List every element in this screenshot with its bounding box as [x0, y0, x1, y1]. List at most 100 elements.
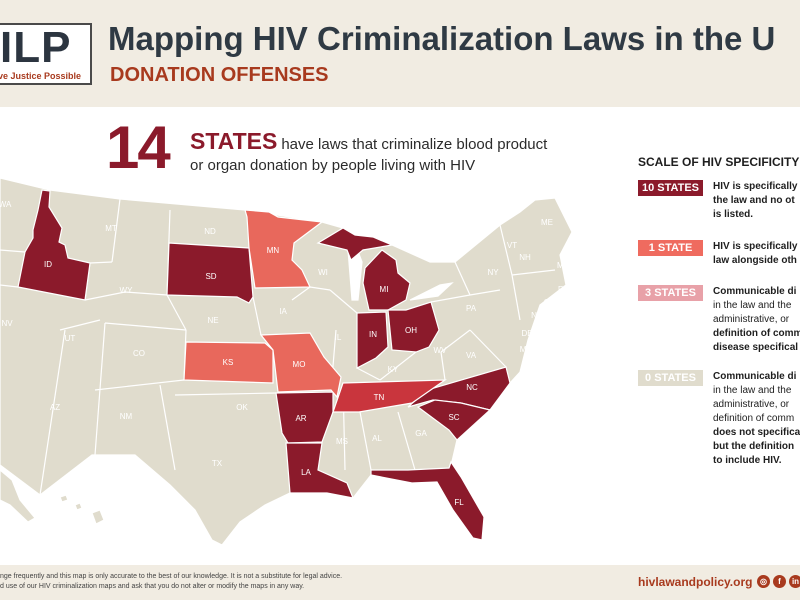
- state-label: GA: [415, 429, 427, 438]
- state-label: IA: [279, 307, 287, 316]
- state-border: [309, 286, 331, 291]
- state-label: IL: [335, 333, 342, 342]
- state-label: AZ: [50, 403, 60, 412]
- state-border: [111, 198, 121, 263]
- state-oh: [387, 301, 440, 353]
- hlp-logo[interactable]: ILP ve Justice Possible: [0, 23, 92, 85]
- legend-description: does not specifica: [713, 427, 800, 438]
- state-border: [104, 322, 187, 331]
- legend-description: HIV is specifically: [713, 181, 798, 192]
- legend-description: administrative, or: [713, 399, 790, 410]
- footer: nge frequently and this map is only accu…: [0, 565, 800, 600]
- state-label: CO: [133, 349, 145, 358]
- state-label: NC: [466, 383, 478, 392]
- headline-line-2: or organ donation by people living with …: [190, 157, 476, 174]
- state-ks: [183, 341, 274, 384]
- state-border: [39, 329, 66, 496]
- state-border: [84, 291, 126, 301]
- state-border: [430, 294, 471, 303]
- lake-erie: [409, 282, 454, 301]
- state-label: NE: [207, 316, 218, 325]
- state-border: [440, 351, 446, 381]
- state-label: OH: [405, 326, 417, 335]
- state-label: VT: [507, 241, 517, 250]
- state-label: CT: [544, 298, 555, 307]
- state-label: WY: [120, 286, 134, 295]
- legend-description: definition of comm: [713, 328, 800, 339]
- state-la: [285, 442, 354, 499]
- state-border: [499, 224, 513, 276]
- state-label: VA: [466, 351, 477, 360]
- website-link[interactable]: hivlawandpolicy.org: [638, 575, 753, 589]
- state-label: UT: [65, 334, 76, 343]
- state-label: FL: [454, 498, 464, 507]
- state-label: HI: [79, 515, 87, 524]
- legend-description: to include HIV.: [713, 455, 782, 466]
- legend-description: in the law and the: [713, 300, 792, 311]
- state-label: WA: [0, 200, 12, 209]
- state-border: [124, 291, 168, 296]
- disclaimer-line-1: nge frequently and this map is only accu…: [0, 573, 343, 580]
- state-border: [174, 392, 277, 396]
- state-label: MS: [336, 437, 348, 446]
- state-label: DE: [521, 329, 532, 338]
- state-label: MN: [267, 246, 280, 255]
- logo-tagline: ve Justice Possible: [0, 71, 82, 81]
- state-label: KS: [223, 358, 234, 367]
- logo-text: ILP: [0, 23, 72, 72]
- state-border: [359, 411, 372, 471]
- state-border: [397, 411, 416, 471]
- state-label: ID: [44, 260, 52, 269]
- state-label: AL: [372, 434, 382, 443]
- hawaii: [91, 509, 105, 525]
- state-mn: [244, 209, 324, 289]
- state-sc: [416, 399, 492, 441]
- state-tn: [332, 379, 447, 413]
- states-word: STATES: [190, 128, 278, 154]
- state-label: MD: [520, 345, 533, 354]
- state-label: ND: [204, 227, 216, 236]
- state-border: [469, 329, 507, 368]
- state-label: SD: [205, 272, 216, 281]
- state-border: [469, 289, 501, 296]
- state-border: [379, 351, 417, 381]
- legend-description: HIV is specifically: [713, 241, 798, 252]
- state-border: [89, 261, 113, 264]
- legend-description: administrative, or: [713, 314, 790, 325]
- headline-line-1: STATES have laws that criminalize blood p…: [190, 128, 547, 155]
- state-label: WI: [318, 268, 328, 277]
- state-border: [329, 289, 358, 314]
- state-border: [511, 269, 556, 276]
- facebook-icon[interactable]: f: [773, 575, 786, 588]
- state-label: TX: [212, 459, 223, 468]
- state-label: OK: [236, 403, 248, 412]
- state-border: [94, 379, 185, 391]
- state-border: [511, 274, 521, 321]
- state-label: RI: [558, 285, 566, 294]
- legend-badge: 10 STATES: [638, 180, 703, 196]
- state-label: NH: [519, 253, 531, 262]
- hawaii: [74, 502, 83, 511]
- state-id: [17, 189, 91, 301]
- alaska: [0, 469, 36, 523]
- page-title: Mapping HIV Criminalization Laws in the …: [108, 20, 776, 57]
- state-count: 14: [106, 114, 171, 181]
- legend-badge: 3 STATES: [638, 285, 703, 301]
- state-label: NY: [487, 268, 499, 277]
- legend-description: definition of comm: [713, 413, 795, 424]
- legend-badge: 1 STATE: [638, 240, 703, 256]
- state-mi: [316, 227, 395, 261]
- state-label: ME: [541, 218, 553, 227]
- linkedin-icon[interactable]: in: [789, 575, 800, 588]
- hawaii: [59, 494, 69, 503]
- state-label: IN: [369, 330, 377, 339]
- state-label: NJ: [531, 311, 541, 320]
- state-mi-lower: [362, 249, 411, 311]
- headline-text-1: have laws that criminalize blood product: [281, 136, 548, 153]
- state-border: [159, 384, 176, 471]
- state-border: [440, 329, 471, 353]
- state-label: NM: [120, 412, 133, 421]
- state-fl: [370, 460, 485, 541]
- state-label: MA: [557, 261, 570, 270]
- instagram-icon[interactable]: ◎: [757, 575, 770, 588]
